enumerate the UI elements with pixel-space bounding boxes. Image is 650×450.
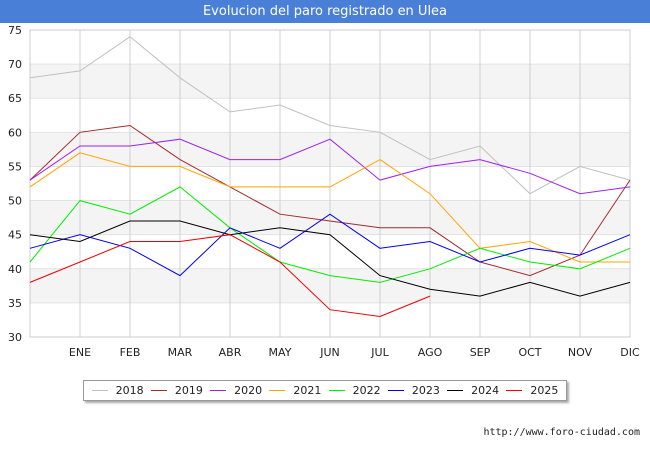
legend-item-2021: 2021 [269,384,321,397]
chart-title: Evolucion del paro registrado en Ulea [0,0,650,23]
y-axis-ticks: 30 35 40 45 50 55 60 65 70 75 [8,24,22,344]
x-tick-label: FEB [120,346,141,359]
legend-label: 2025 [530,384,559,397]
legend-item-2023: 2023 [387,384,440,397]
series-line-2021 [29,152,630,263]
legend-label: 2022 [352,384,381,397]
series-lines [29,36,631,318]
legend-item-2020: 2020 [210,384,262,397]
legend-swatch [210,390,227,391]
y-tick-label: 45 [8,229,22,242]
x-tick-label: OCT [518,346,541,359]
series-line-2020 [29,138,631,195]
series-line-2019 [29,124,631,277]
x-axis-ticks: ENE FEB MAR ABR MAY JUN JUL AGO SEP OCT NOV DIC [69,346,640,359]
legend-swatch [150,390,167,391]
series-line-2022 [29,186,631,283]
legend-label: 2024 [471,384,500,397]
y-tick-label: 55 [8,160,22,173]
legend-item-2024: 2024 [447,384,499,397]
legend-swatch [447,390,464,391]
x-tick-label: AGO [418,346,443,359]
legend-label: 2023 [411,384,440,397]
legend-label: 2020 [234,384,263,397]
y-tick-label: 35 [8,297,22,310]
series-line-2024 [29,220,631,297]
legend: 2018 2019 2020 2021 2022 2023 2024 2025 [83,380,567,401]
x-tick-label: MAR [168,346,193,359]
y-tick-label: 50 [8,195,22,208]
y-tick-label: 60 [8,126,22,139]
y-tick-label: 40 [8,263,22,276]
series-line-2018 [29,36,631,195]
legend-item-2018: 2018 [91,384,144,397]
legend-label: 2018 [115,384,144,397]
x-tick-label: DIC [620,346,640,359]
x-tick-label: ABR [219,346,242,359]
series-line-2023 [29,213,631,277]
x-tick-label: JUN [319,346,340,359]
legend-swatch [269,390,286,391]
legend-label: 2019 [174,384,203,397]
legend-label: 2021 [293,384,322,397]
legend-item-2019: 2019 [150,384,203,397]
x-tick-label: JUL [370,346,389,359]
legend-item-2022: 2022 [328,384,381,397]
x-tick-label: SEP [470,346,491,359]
legend-swatch [91,390,108,391]
x-tick-label: MAY [269,346,292,359]
x-tick-label: ENE [69,346,91,359]
legend-swatch [506,390,523,391]
legend-swatch [387,390,404,391]
legend-item-2025: 2025 [506,384,558,397]
plot-border [29,29,631,338]
y-tick-label: 30 [8,331,22,344]
series-line-2025 [29,234,431,318]
y-tick-label: 70 [8,58,22,71]
x-tick-label: NOV [568,346,593,359]
legend-swatch [328,390,345,391]
y-tick-label: 65 [8,92,22,105]
y-tick-label: 75 [8,24,22,37]
source-url: http://www.foro-ciudad.com [483,427,640,438]
